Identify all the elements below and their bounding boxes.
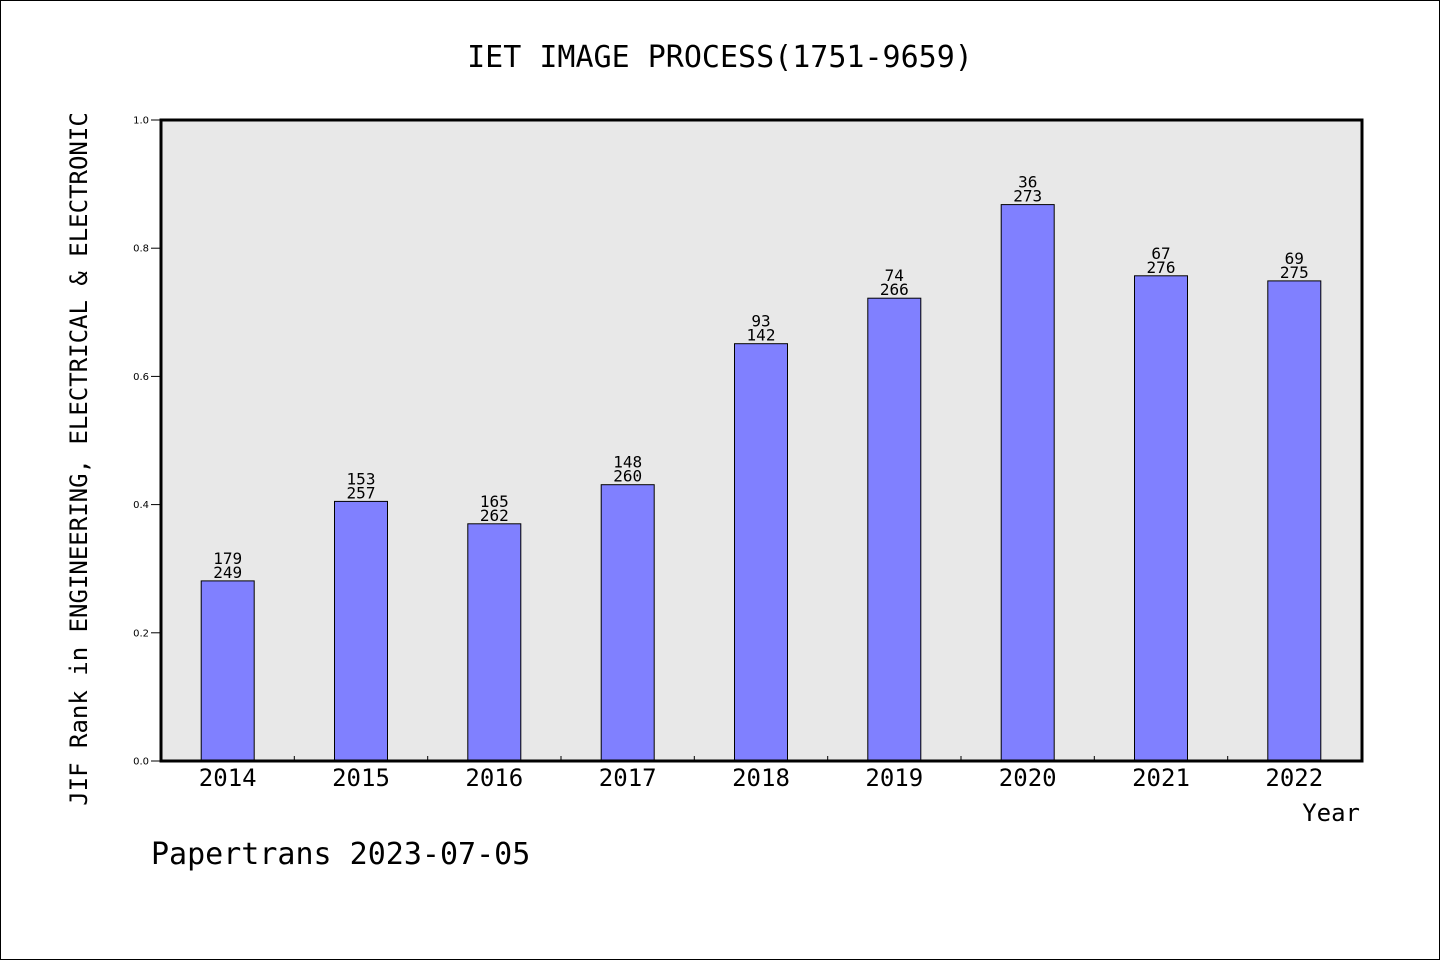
bar-total-label: 249 [213,563,242,582]
y-axis-title: JIF Rank in ENGINEERING, ELECTRICAL & EL… [65,112,93,806]
chart-title: IET IMAGE PROCESS(1751-9659) [467,40,973,75]
bar-rank-label: 69 [1285,249,1304,268]
x-tick-label: 2018 [732,764,790,792]
bar-rank-label: 165 [480,492,509,511]
bar-2021 [1134,275,1188,762]
bar-2016 [467,523,522,762]
bar-2019 [867,297,922,762]
bar-2020 [1000,204,1055,762]
x-tick-label: 2019 [865,764,923,792]
bar-total-label: 142 [747,326,776,345]
bar-2014 [200,580,255,762]
bar-rank-label: 148 [613,453,642,472]
bar-total-label: 273 [1013,187,1042,206]
bar-total-label: 257 [347,483,376,502]
bar-rank-label: 153 [347,469,376,488]
bar-total-label: 266 [880,280,909,299]
y-tick-label: 0.8 [133,244,149,255]
bars-group [200,204,1322,762]
bar-total-label: 262 [480,506,509,525]
x-tick-label: 2017 [599,764,657,792]
y-tick-label: 1.0 [133,116,149,127]
y-tick-label: 0.6 [133,372,149,383]
bar-total-label: 260 [613,467,642,486]
x-axis: 2014 2015 2016 2017 2018 2019 2020 2021 2022 [199,756,1323,792]
x-tick-label: 2015 [332,764,390,792]
bar-2022 [1267,280,1322,762]
y-tick-label: 0.4 [133,500,149,511]
bar-total-label: 276 [1147,258,1176,277]
y-axis: 0.0 0.2 0.4 0.6 0.8 1.0 [133,116,161,768]
bar-rank-label: 67 [1151,244,1170,263]
x-tick-label: 2020 [999,764,1057,792]
footer-credit: Papertrans 2023-07-05 [151,837,530,872]
y-tick-label: 0.2 [133,628,149,639]
bar-rank-label: 179 [213,549,242,568]
bar-total-label: 275 [1280,263,1309,282]
x-axis-title: Year [1302,799,1360,827]
bar-rank-label: 36 [1018,173,1037,192]
bar-2015 [334,500,388,762]
bar-2018 [734,343,788,762]
x-tick-label: 2016 [465,764,523,792]
x-tick-label: 2014 [199,764,257,792]
y-tick-label: 0.0 [133,757,149,768]
bar-rank-label: 93 [751,312,770,331]
plot-border [159,118,1364,763]
bar-rank-label: 74 [885,266,904,285]
x-tick-label: 2021 [1132,764,1190,792]
bar-2017 [600,484,655,762]
x-tick-label: 2022 [1265,764,1323,792]
